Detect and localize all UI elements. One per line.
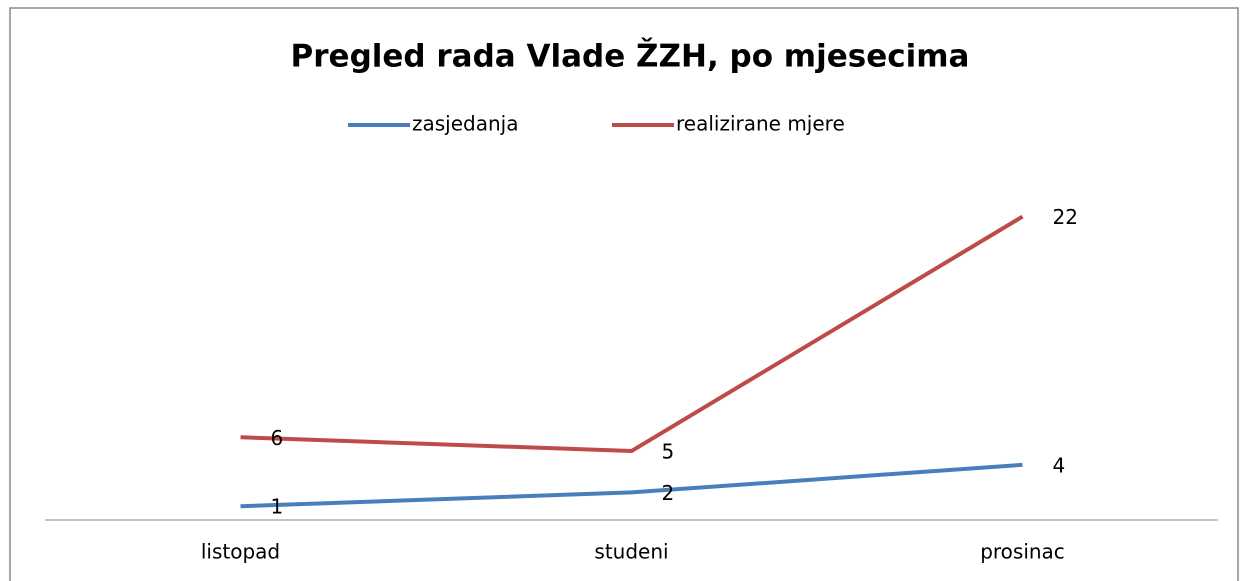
data-label: 22 <box>1053 205 1078 229</box>
x-tick-label: studeni <box>594 540 668 564</box>
data-label: 5 <box>662 440 675 464</box>
chart-title: Pregled rada Vlade ŽZH, po mjesecima <box>291 39 970 75</box>
line-series <box>240 214 1024 454</box>
data-label: 2 <box>662 481 675 505</box>
line-series <box>240 462 1023 509</box>
data-label: 6 <box>271 426 284 450</box>
legend-label: realizirane mjere <box>676 112 845 136</box>
x-tick-label: listopad <box>201 540 280 564</box>
data-label: 1 <box>271 495 284 519</box>
chart-frame <box>9 7 1239 581</box>
data-label: 4 <box>1053 453 1066 477</box>
legend-label: zasjedanja <box>412 112 518 136</box>
x-tick-label: prosinac <box>980 540 1065 564</box>
